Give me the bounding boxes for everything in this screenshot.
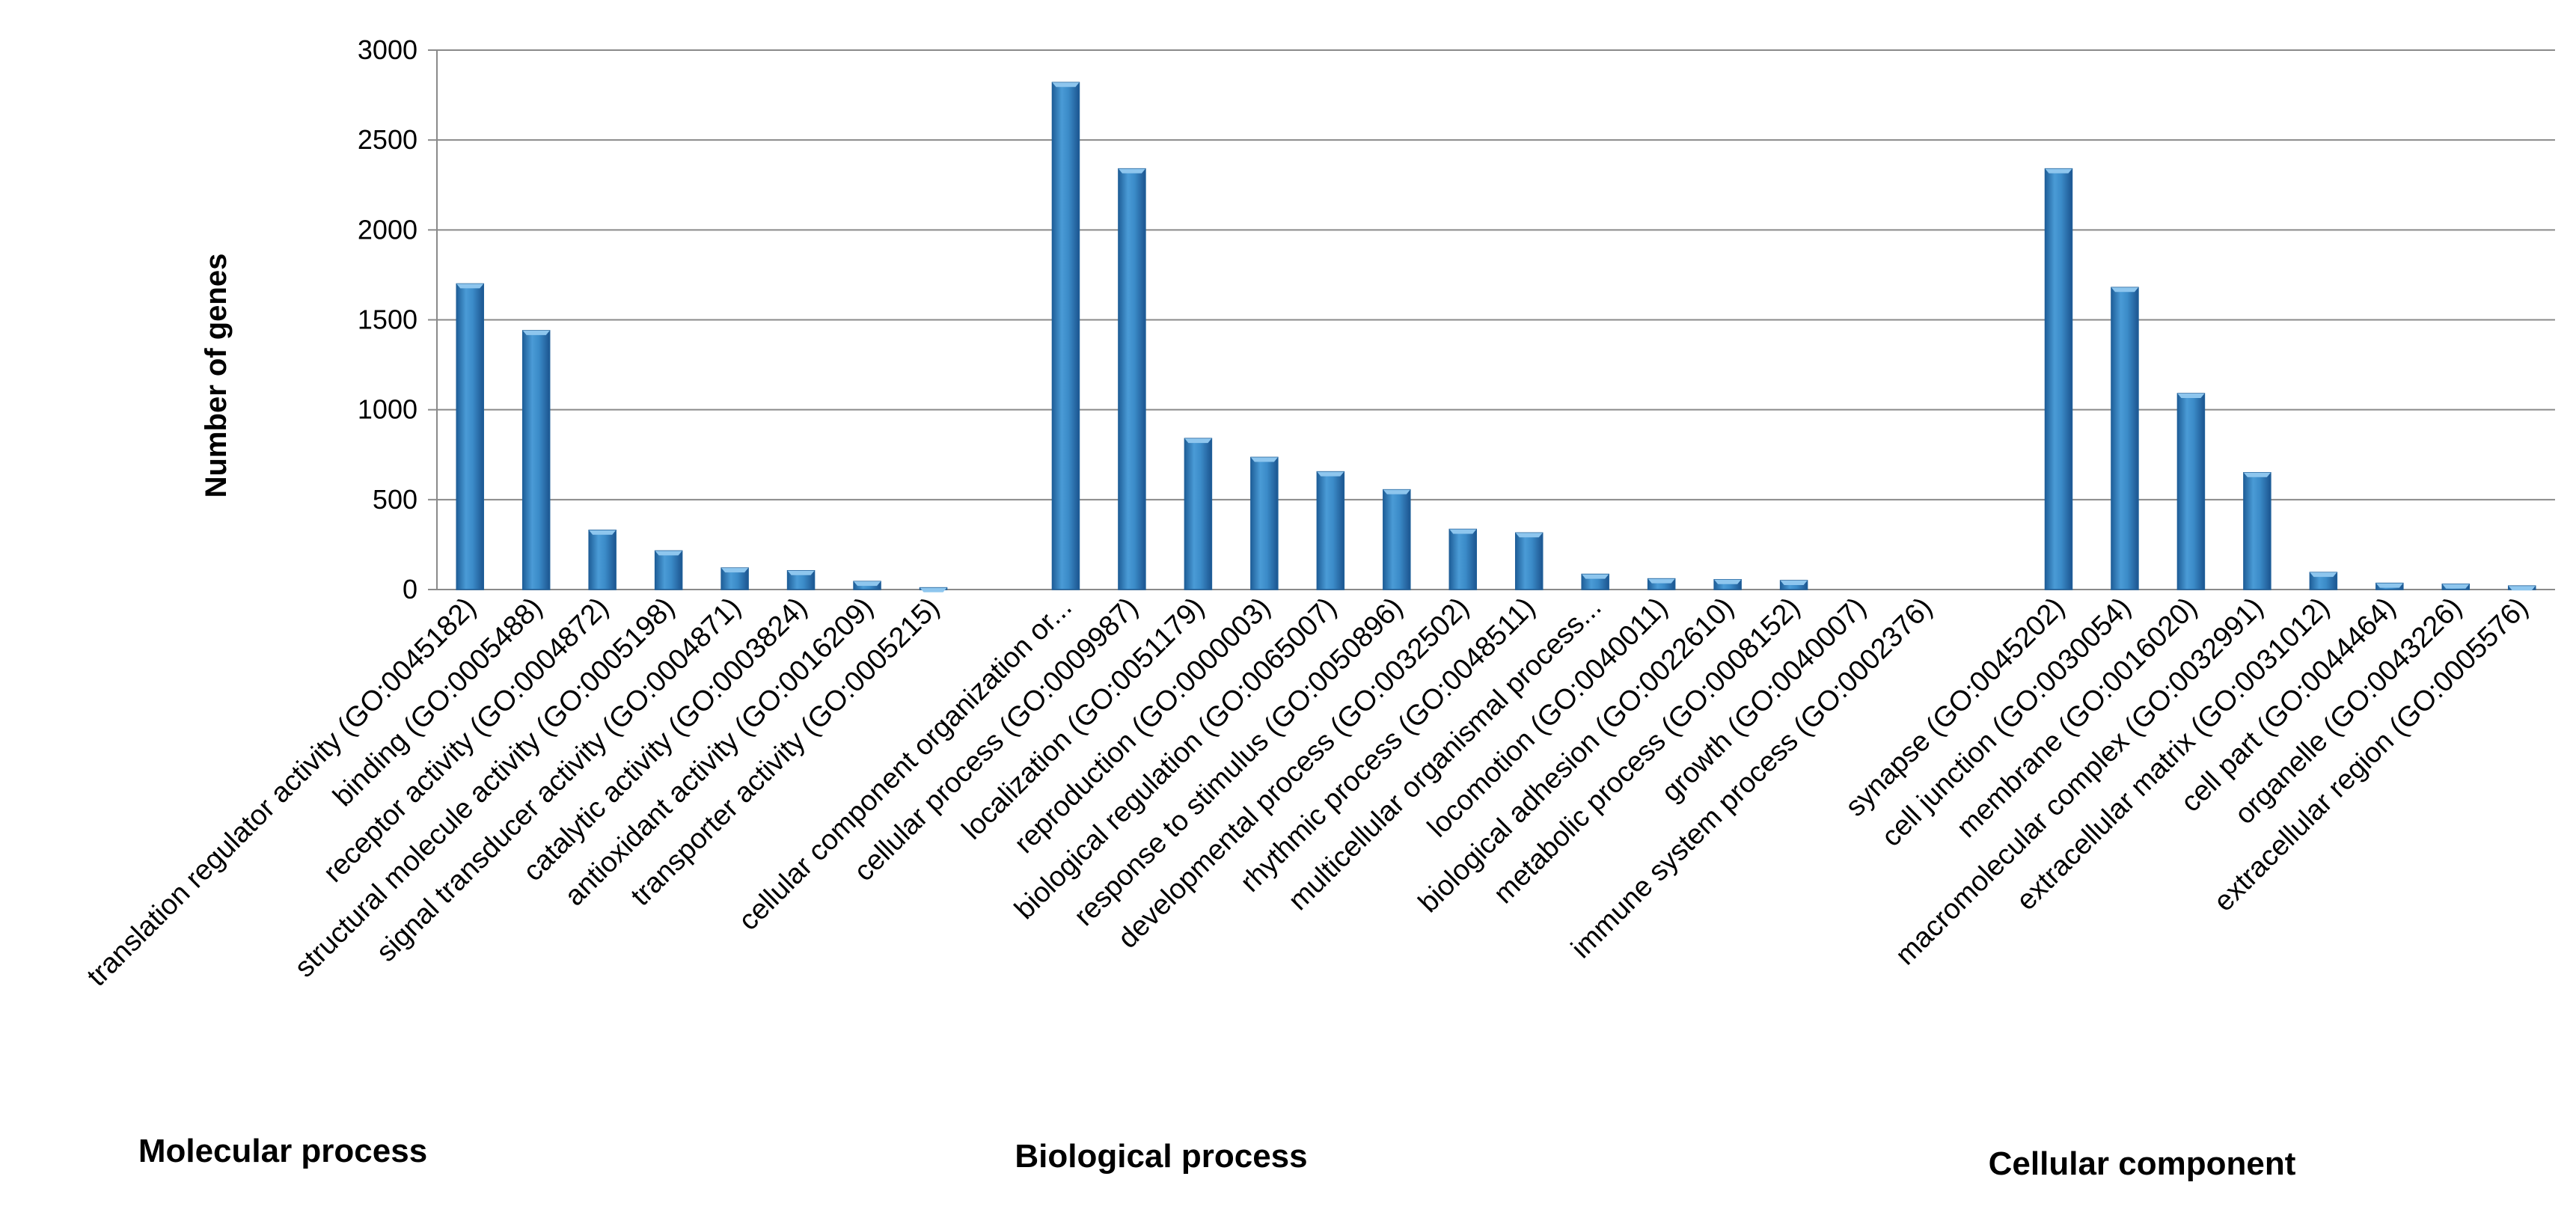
bar-body bbox=[1184, 438, 1213, 590]
bar-body bbox=[654, 550, 683, 590]
bar-body bbox=[521, 330, 551, 590]
bar-cap bbox=[456, 284, 484, 289]
bar bbox=[2309, 572, 2338, 590]
bar bbox=[1514, 532, 1544, 590]
bar-cap bbox=[1383, 489, 1410, 495]
y-tick-label: 1000 bbox=[358, 394, 417, 425]
bar-cap bbox=[2508, 586, 2536, 591]
bar bbox=[1383, 489, 1411, 590]
bar bbox=[853, 581, 881, 590]
bar-cap bbox=[1449, 529, 1477, 534]
bar-cap bbox=[920, 587, 947, 593]
bar bbox=[2375, 582, 2404, 590]
bar-cap bbox=[2111, 287, 2138, 293]
group-labels: Molecular process Biological process Cellu… bbox=[138, 1133, 2296, 1182]
y-axis-label: Number of genes bbox=[200, 254, 233, 498]
bar-cap bbox=[1184, 438, 1212, 444]
group-label: Molecular process bbox=[138, 1133, 427, 1169]
bar bbox=[786, 570, 816, 590]
bar-body bbox=[1316, 471, 1345, 590]
y-tick-label: 0 bbox=[403, 574, 417, 604]
y-tick-label: 2000 bbox=[358, 214, 417, 245]
bar bbox=[1051, 82, 1080, 590]
bar-cap bbox=[1250, 457, 1278, 462]
bar-body bbox=[1250, 456, 1279, 590]
bar bbox=[2176, 393, 2206, 590]
bar-body bbox=[2044, 168, 2073, 590]
bar-body bbox=[1448, 528, 1478, 590]
category-labels: translation regulator activity (GO:00451… bbox=[82, 592, 2535, 993]
bar-body bbox=[2111, 287, 2139, 590]
bar bbox=[1647, 578, 1676, 590]
bar bbox=[919, 587, 948, 593]
bar bbox=[2243, 472, 2271, 590]
gridlines bbox=[437, 49, 2555, 501]
bar-cap bbox=[1582, 574, 1609, 579]
bar bbox=[521, 330, 551, 590]
bars bbox=[456, 82, 2536, 593]
bar-cap bbox=[2243, 472, 2271, 477]
bar-cap bbox=[2177, 394, 2205, 399]
bar-body bbox=[1118, 168, 1146, 590]
group-label: Biological process bbox=[1015, 1138, 1307, 1175]
bar bbox=[1713, 579, 1742, 590]
bar bbox=[588, 529, 617, 590]
bar-body bbox=[456, 283, 484, 590]
bar-cap bbox=[1317, 471, 1344, 477]
bar-cap bbox=[1515, 533, 1543, 538]
bar bbox=[2508, 585, 2536, 591]
bar-cap bbox=[1780, 580, 1808, 585]
bar-body bbox=[1051, 82, 1080, 590]
bar-cap bbox=[2442, 584, 2470, 589]
y-tick-label: 3000 bbox=[358, 34, 417, 65]
bar-cap bbox=[1648, 578, 1675, 584]
bar-body bbox=[1383, 489, 1411, 590]
bar bbox=[1316, 471, 1345, 590]
bar bbox=[1581, 573, 1609, 590]
bar bbox=[654, 550, 683, 590]
bar bbox=[1184, 438, 1213, 590]
bar bbox=[2441, 584, 2471, 590]
bar bbox=[721, 567, 749, 590]
y-tick-label: 500 bbox=[373, 484, 417, 515]
bar bbox=[1448, 528, 1478, 590]
y-tick-label: 2500 bbox=[358, 124, 417, 155]
bar-cap bbox=[1118, 168, 1145, 174]
bar-cap bbox=[2310, 572, 2337, 578]
bar bbox=[1779, 580, 1808, 590]
bar bbox=[1118, 168, 1146, 590]
bar-cap bbox=[854, 581, 881, 587]
bar-cap bbox=[2375, 583, 2403, 588]
axes: 0 500 1000 1500 2000 2500 3000 bbox=[358, 34, 2555, 604]
y-tick-label: 1500 bbox=[358, 304, 417, 335]
bar bbox=[2111, 287, 2139, 590]
group-label: Cellular component bbox=[1989, 1145, 2296, 1182]
bar bbox=[2044, 168, 2073, 590]
bar-cap bbox=[1714, 579, 1742, 584]
bar bbox=[456, 283, 484, 590]
bar-cap bbox=[1052, 82, 1080, 88]
bar-body bbox=[2243, 472, 2271, 590]
bar-cap bbox=[721, 568, 749, 573]
bar-cap bbox=[522, 330, 550, 335]
bar-cap bbox=[655, 551, 682, 556]
bar-body bbox=[2176, 393, 2206, 590]
bar-body bbox=[588, 529, 617, 590]
bar-cap bbox=[787, 570, 815, 575]
bar-body bbox=[1514, 532, 1544, 590]
bar bbox=[1250, 456, 1279, 590]
bar-cap bbox=[2045, 168, 2072, 174]
bar-cap bbox=[589, 530, 617, 535]
